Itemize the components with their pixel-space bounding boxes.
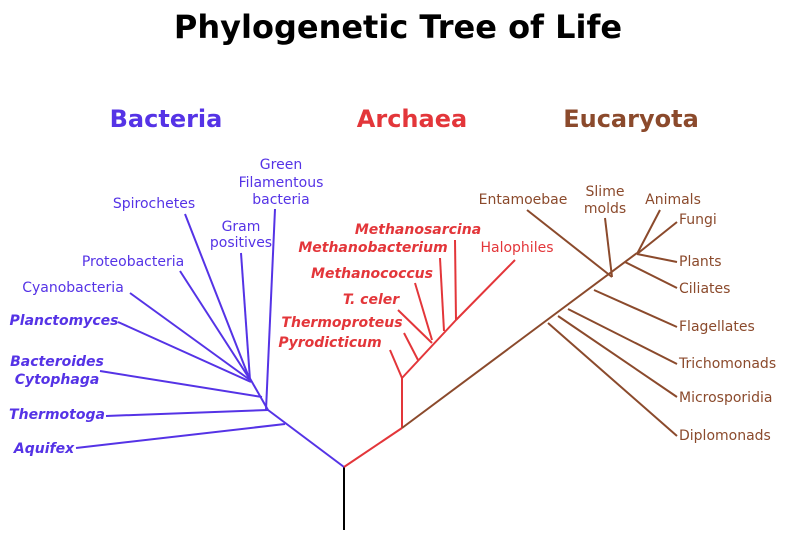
- branch: [117, 321, 252, 383]
- leaf-label: Thermoproteus: [281, 315, 402, 331]
- branch: [624, 261, 678, 289]
- branch: [401, 319, 457, 379]
- leaf-label: positives: [210, 235, 272, 251]
- title: Phylogenetic Tree of Life: [174, 8, 622, 46]
- leaf-label: Fungi: [679, 212, 717, 228]
- branch: [414, 282, 433, 341]
- leaf-label: Methanosarcina: [355, 222, 481, 238]
- branch: [401, 252, 638, 429]
- bacteria-labels: Green Filamentous bacteria Gram positive…: [9, 157, 323, 457]
- leaf-label: Entamoebae: [479, 192, 568, 208]
- branch: [455, 259, 516, 321]
- leaf-label: Spirochetes: [113, 196, 195, 212]
- archaea-branches: [343, 239, 516, 468]
- branch: [636, 253, 678, 263]
- branch: [397, 309, 433, 344]
- leaf-label: Animals: [645, 192, 701, 208]
- leaf-label: Slime: [586, 184, 625, 200]
- leaf-label: Pyrodicticum: [278, 335, 381, 351]
- leaf-label: Cyanobacteria: [22, 280, 124, 296]
- leaf-label: Methanobacterium: [298, 240, 447, 256]
- domain-label: Eucaryota: [563, 105, 699, 133]
- branch: [593, 289, 678, 328]
- leaf-label: Green: [260, 157, 302, 173]
- domain-label: Archaea: [357, 105, 467, 133]
- branch: [105, 409, 269, 417]
- leaf-label: Thermotoga: [9, 407, 105, 423]
- leaf-label: T. celer: [343, 292, 400, 308]
- leaf-label: Methanococcus: [311, 266, 433, 282]
- bacteria-branches: [75, 208, 345, 468]
- branch: [636, 221, 678, 255]
- leaf-label: Microsporidia: [679, 390, 772, 406]
- leaf-label: Planctomyces: [10, 313, 119, 329]
- leaf-label: Gram: [222, 219, 261, 235]
- leaf-label: Proteobacteria: [82, 254, 184, 270]
- branch: [240, 252, 251, 381]
- leaf-label: Plants: [679, 254, 722, 270]
- branch: [439, 257, 445, 332]
- leaf-label: Aquifex: [13, 441, 75, 457]
- leaf-label: bacteria: [252, 192, 310, 208]
- eucaryota-branches: [401, 209, 678, 437]
- branch: [454, 239, 457, 321]
- branch: [567, 308, 678, 365]
- branch: [99, 370, 263, 398]
- branch: [343, 427, 403, 468]
- branch: [129, 292, 251, 381]
- branch: [557, 315, 678, 398]
- leaf-label: Cytophaga: [15, 372, 100, 388]
- leaf-label: molds: [584, 201, 626, 217]
- branch: [604, 217, 613, 278]
- leaf-label: Trichomonads: [678, 356, 776, 372]
- domain-label: Bacteria: [110, 105, 223, 133]
- leaf-label: Halophiles: [480, 240, 553, 256]
- archaea-labels: Methanosarcina Methanobacterium Halophil…: [278, 222, 553, 351]
- branch: [547, 322, 678, 437]
- leaf-label: Bacteroides: [10, 354, 104, 370]
- branch: [265, 208, 276, 411]
- branch: [636, 209, 661, 255]
- branch: [247, 374, 269, 411]
- leaf-label: Filamentous: [239, 175, 324, 191]
- branch: [179, 270, 250, 379]
- leaf-label: Ciliates: [679, 281, 730, 297]
- branch: [75, 423, 286, 449]
- leaf-label: Diplomonads: [679, 428, 771, 444]
- branch: [526, 209, 613, 278]
- leaf-label: Flagellates: [679, 319, 755, 335]
- branch: [403, 332, 419, 361]
- branch: [389, 349, 403, 379]
- eucaryota-labels: Entamoebae Slime molds Animals Fungi Pla…: [479, 184, 776, 444]
- branch: [184, 213, 249, 376]
- branch: [267, 409, 345, 468]
